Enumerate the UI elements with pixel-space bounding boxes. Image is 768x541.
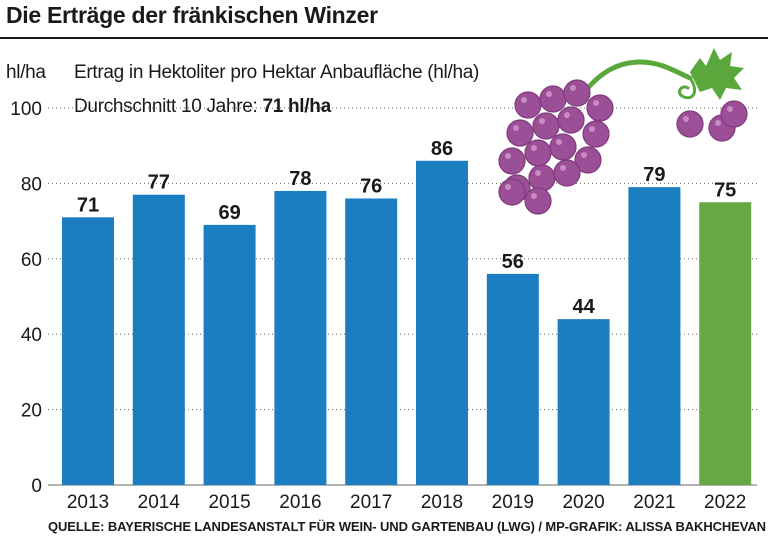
- x-label-2018: 2018: [421, 492, 463, 513]
- vine-leaf: [690, 48, 744, 100]
- average-value: 71 hl/ha: [262, 96, 331, 117]
- x-label-2014: 2014: [138, 492, 181, 513]
- page-title: Die Erträge der fränkischen Winzer: [6, 2, 378, 28]
- title-divider: [0, 37, 768, 39]
- grape-berry-highlight: [570, 85, 576, 91]
- grape-berry: [528, 164, 556, 192]
- value-label-2017: 76: [360, 175, 382, 197]
- bar-2013: [62, 217, 114, 485]
- x-label-2022: 2022: [704, 492, 746, 513]
- grape-berry-highlight: [505, 153, 511, 159]
- value-label-2015: 69: [218, 202, 240, 224]
- grape-berry: [524, 187, 552, 215]
- grape-berry: [514, 91, 542, 119]
- grape-cluster-icon: [498, 48, 748, 215]
- value-label-2016: 78: [289, 168, 311, 190]
- grape-berry: [506, 119, 534, 147]
- y-axis-unit: hl/ha: [6, 62, 46, 83]
- grape-berries: [498, 79, 748, 215]
- y-tick-label: 80: [21, 174, 42, 195]
- grape-berry-highlight: [531, 145, 537, 151]
- grape-berry: [553, 159, 581, 187]
- grape-berry: [582, 120, 610, 148]
- grape-berry: [586, 94, 614, 122]
- grape-berry-highlight: [593, 100, 599, 106]
- value-label-2013: 71: [77, 194, 99, 216]
- value-label-2020: 44: [572, 296, 595, 318]
- grape-berry-highlight: [521, 97, 527, 103]
- grape-berry: [532, 112, 560, 140]
- bar-2016: [274, 190, 327, 485]
- grape-berry-highlight: [531, 193, 537, 199]
- x-label-2019: 2019: [492, 492, 534, 513]
- grape-berry: [676, 110, 704, 138]
- grape-berry: [539, 85, 567, 113]
- value-label-2021: 79: [643, 164, 665, 186]
- bar-2014: [132, 194, 185, 485]
- grape-berry-highlight: [581, 152, 587, 158]
- grape-berry-highlight: [560, 165, 566, 171]
- vine-tendril: [678, 76, 696, 100]
- grape-berry-highlight: [505, 184, 511, 190]
- grape-berry-highlight: [513, 125, 519, 131]
- grape-berry: [557, 106, 585, 134]
- grape-berry: [498, 147, 526, 175]
- source-credit: QUELLE: BAYERISCHE LANDESANSTALT FÜR WEI…: [48, 519, 766, 534]
- y-tick-label: 60: [21, 250, 42, 271]
- value-label-2018: 86: [431, 138, 453, 160]
- average-note: Durchschnitt 10 Jahre: 71 hl/ha: [74, 96, 331, 118]
- grape-berry-highlight: [727, 106, 733, 112]
- x-label-2015: 2015: [208, 492, 250, 513]
- grape-berry: [524, 139, 552, 167]
- grape-berry-highlight: [589, 126, 595, 132]
- value-labels: 71 77 69 78 76 86 56 44 79 75: [77, 138, 736, 318]
- y-tick-label: 0: [31, 476, 42, 497]
- x-axis-labels: 2013 2014 2015 2016 2017 2018 2019 2020 2021 2022: [67, 492, 746, 513]
- x-label-2013: 2013: [67, 492, 109, 513]
- bars: [62, 160, 752, 486]
- grape-berry-highlight: [539, 118, 545, 124]
- bar-2018: [416, 160, 468, 485]
- bar-2021: [628, 187, 681, 486]
- grape-berry-highlight: [683, 116, 689, 122]
- grape-berry-highlight: [556, 139, 562, 145]
- x-label-2017: 2017: [350, 492, 392, 513]
- average-prefix: Durchschnitt 10 Jahre:: [74, 96, 258, 117]
- bar-2020: [557, 319, 610, 485]
- grape-berry: [563, 79, 591, 107]
- y-axis-ticks: 0 20 40 60 80 100: [10, 99, 42, 497]
- grape-berry-highlight: [564, 112, 570, 118]
- vine-stem: [579, 59, 693, 98]
- grape-berry: [498, 178, 526, 206]
- bar-2019: [486, 273, 539, 485]
- grape-berry: [549, 133, 577, 161]
- y-tick-label: 100: [10, 99, 42, 120]
- bar-2015: [203, 224, 256, 485]
- x-label-2020: 2020: [562, 492, 604, 513]
- x-label-2016: 2016: [279, 492, 321, 513]
- bar-2022: [699, 202, 752, 485]
- value-label-2019: 56: [502, 251, 524, 273]
- grape-berry-highlight: [535, 170, 541, 176]
- y-tick-label: 40: [21, 325, 42, 346]
- x-label-2021: 2021: [633, 492, 675, 513]
- value-label-2022: 75: [714, 179, 736, 201]
- value-label-2014: 77: [148, 172, 170, 194]
- bar-2017: [345, 198, 398, 486]
- grape-berry: [720, 100, 748, 128]
- grape-berry-highlight: [546, 91, 552, 97]
- chart-subtitle: Ertrag in Hektoliter pro Hektar Anbauflä…: [74, 62, 480, 83]
- grape-berry-highlight: [715, 120, 721, 126]
- y-tick-label: 20: [21, 401, 42, 422]
